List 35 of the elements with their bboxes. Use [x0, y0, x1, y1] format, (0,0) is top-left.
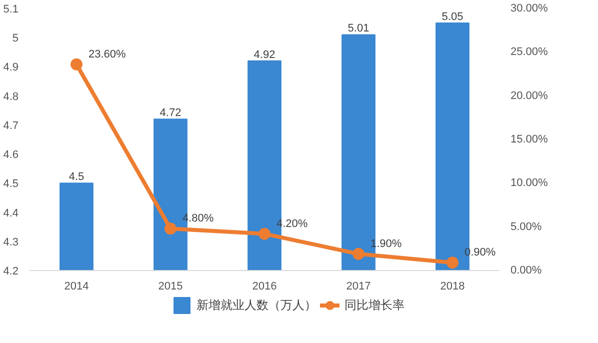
y2-tick-label: 10.00%	[510, 177, 548, 190]
y-tick-label: 4.4	[3, 207, 19, 220]
data-label: 5.05	[442, 11, 464, 24]
data-label: 5.01	[348, 22, 370, 35]
y-tick-label: 5	[12, 32, 19, 45]
y-tick-label: 5.1	[3, 4, 19, 16]
point	[258, 228, 270, 240]
x-tick-label: 2017	[346, 280, 371, 292]
legend-label: 新增就业人数（万人）	[196, 296, 316, 314]
y2-tick-label: 25.00%	[510, 46, 548, 58]
x-tick-label: 2015	[158, 280, 183, 292]
legend-label: 同比增长率	[344, 296, 404, 314]
x-tick-label: 2018	[440, 280, 465, 292]
y2-tick-label: 0.00%	[510, 264, 542, 276]
y-tick-label: 4.8	[3, 90, 19, 103]
y2-tick-label: 30.00%	[510, 2, 548, 14]
y-tick-label: 4.3	[3, 236, 19, 248]
data-label: 4.5	[68, 171, 84, 184]
y-tick-label: 4.5	[3, 178, 19, 190]
y-tick-label: 4.7	[3, 120, 19, 132]
data-label: 4.72	[160, 107, 182, 120]
y-tick-label: 4.9	[3, 62, 19, 74]
point	[70, 58, 82, 70]
data-label: 23.60%	[88, 48, 126, 60]
y-tick-label: 4.2	[3, 266, 19, 278]
y2-tick-label: 20.00%	[510, 90, 548, 102]
y2-tick-label: 5.00%	[510, 220, 542, 233]
point	[446, 256, 458, 269]
x-tick-label: 2014	[64, 280, 89, 292]
point	[164, 222, 176, 235]
x-tick-label: 2016	[252, 280, 277, 292]
y-tick-label: 4.6	[3, 149, 19, 162]
data-label: 4.92	[254, 48, 276, 61]
y2-tick-label: 15.00%	[510, 134, 548, 146]
point	[352, 248, 364, 260]
